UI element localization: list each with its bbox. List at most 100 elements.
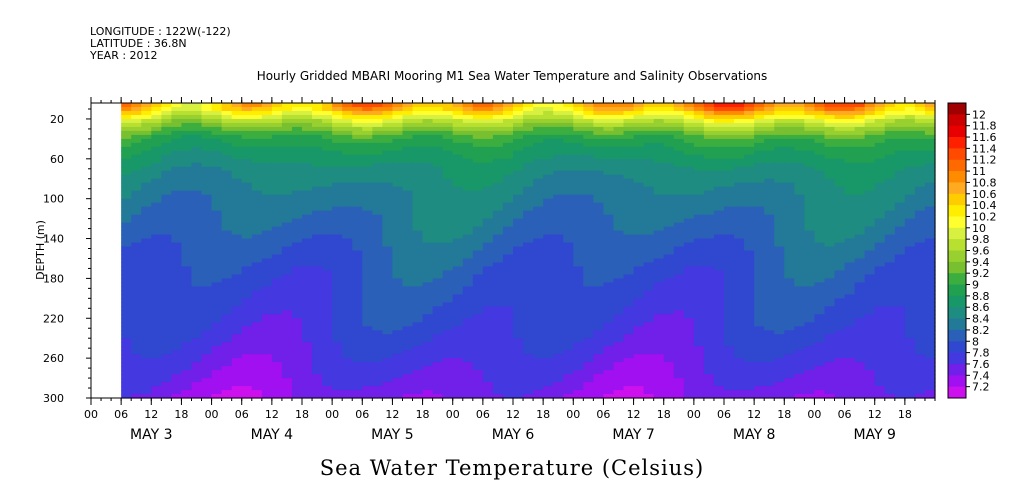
heatmap-cell [181, 322, 193, 327]
heatmap-cell [352, 170, 363, 176]
heatmap-cell [412, 358, 424, 363]
heatmap-cell [141, 338, 152, 343]
heatmap-cell [633, 326, 645, 331]
heatmap-cell [513, 150, 524, 156]
heatmap-cell [744, 106, 755, 112]
heatmap-cell [151, 290, 162, 295]
heatmap-cell [312, 334, 323, 339]
heatmap-cell [563, 314, 574, 319]
heatmap-cell [482, 314, 494, 319]
heatmap-cell [422, 306, 434, 311]
heatmap-cell [673, 310, 685, 315]
heatmap-cell [312, 118, 323, 124]
heatmap-cell [392, 366, 404, 371]
heatmap-cell [121, 334, 132, 339]
heatmap-cell [502, 266, 514, 272]
heatmap-cell [302, 298, 313, 303]
heatmap-cell [151, 103, 162, 108]
heatmap-cell [784, 338, 795, 343]
heatmap-cell [452, 210, 464, 216]
heatmap-cell [302, 354, 313, 359]
heatmap-cell [482, 182, 494, 188]
heatmap-cell [231, 354, 243, 359]
heatmap-cell [472, 110, 484, 116]
heatmap-cell [221, 314, 233, 319]
heatmap-cell [271, 170, 283, 176]
heatmap-cell [442, 318, 454, 323]
heatmap-cell [774, 198, 785, 204]
heatmap-cell [754, 103, 765, 108]
heatmap-cell [663, 258, 675, 264]
heatmap-cell [673, 138, 685, 144]
heatmap-cell [533, 206, 544, 212]
heatmap-cell [543, 346, 554, 351]
heatmap-cell [221, 246, 233, 252]
heatmap-cell [181, 146, 193, 152]
heatmap-cell [251, 218, 263, 224]
heatmap-cell [482, 386, 494, 391]
heatmap-cell [492, 366, 504, 371]
heatmap-cell [502, 362, 514, 367]
heatmap-cell [412, 294, 424, 299]
heatmap-cell [543, 134, 554, 140]
heatmap-cell [713, 326, 725, 331]
heatmap-cell [523, 350, 534, 355]
heatmap-cell [563, 330, 574, 335]
heatmap-cell [191, 110, 203, 116]
heatmap-cell [683, 314, 695, 319]
heatmap-cell [121, 386, 132, 391]
heatmap-cell [332, 198, 343, 204]
heatmap-cell [302, 230, 313, 236]
heatmap-cell [312, 346, 323, 351]
heatmap-cell [221, 190, 233, 196]
heatmap-cell [151, 294, 162, 299]
heatmap-cell [422, 358, 434, 363]
heatmap-cell [472, 334, 484, 339]
heatmap-cell [513, 302, 524, 307]
heatmap-cell [693, 214, 705, 220]
heatmap-cell [683, 266, 695, 272]
heatmap-cell [603, 178, 615, 184]
heatmap-cell [221, 354, 233, 359]
heatmap-cell [251, 214, 263, 220]
heatmap-cell [332, 390, 343, 395]
heatmap-cell [482, 202, 494, 208]
heatmap-cell [734, 330, 745, 335]
heatmap-cell [352, 386, 363, 391]
heatmap-cell [342, 322, 353, 327]
heatmap-cell [633, 258, 645, 264]
heatmap-cell [633, 154, 645, 160]
heatmap-cell [121, 166, 132, 172]
heatmap-cell [191, 130, 203, 136]
heatmap-cell [231, 226, 243, 232]
heatmap-cell [744, 342, 755, 347]
heatmap-cell [271, 386, 283, 391]
heatmap-cell [131, 126, 142, 132]
heatmap-cell [683, 230, 695, 236]
heatmap-cell [241, 174, 253, 180]
heatmap-cell [332, 298, 343, 303]
heatmap-cell [613, 166, 625, 172]
heatmap-cell [412, 298, 424, 303]
heatmap-cell [281, 346, 293, 351]
heatmap-cell [573, 210, 584, 216]
heatmap-cell [583, 118, 594, 124]
heatmap-cell [161, 230, 172, 236]
heatmap-cell [523, 106, 534, 112]
heatmap-cell [764, 346, 775, 351]
heatmap-cell [332, 154, 343, 160]
heatmap-cell [372, 198, 383, 204]
heatmap-cell [191, 306, 203, 311]
heatmap-cell [271, 394, 283, 399]
heatmap-cell [141, 114, 152, 120]
heatmap-cell [613, 254, 625, 260]
heatmap-cell [181, 142, 193, 148]
heatmap-cell [663, 354, 675, 359]
heatmap-cell [342, 182, 353, 188]
heatmap-cell [131, 170, 142, 176]
heatmap-cell [181, 382, 193, 387]
heatmap-cell [563, 178, 574, 184]
heatmap-cell [171, 198, 183, 204]
heatmap-cell [352, 266, 363, 272]
heatmap-cell [623, 322, 635, 327]
